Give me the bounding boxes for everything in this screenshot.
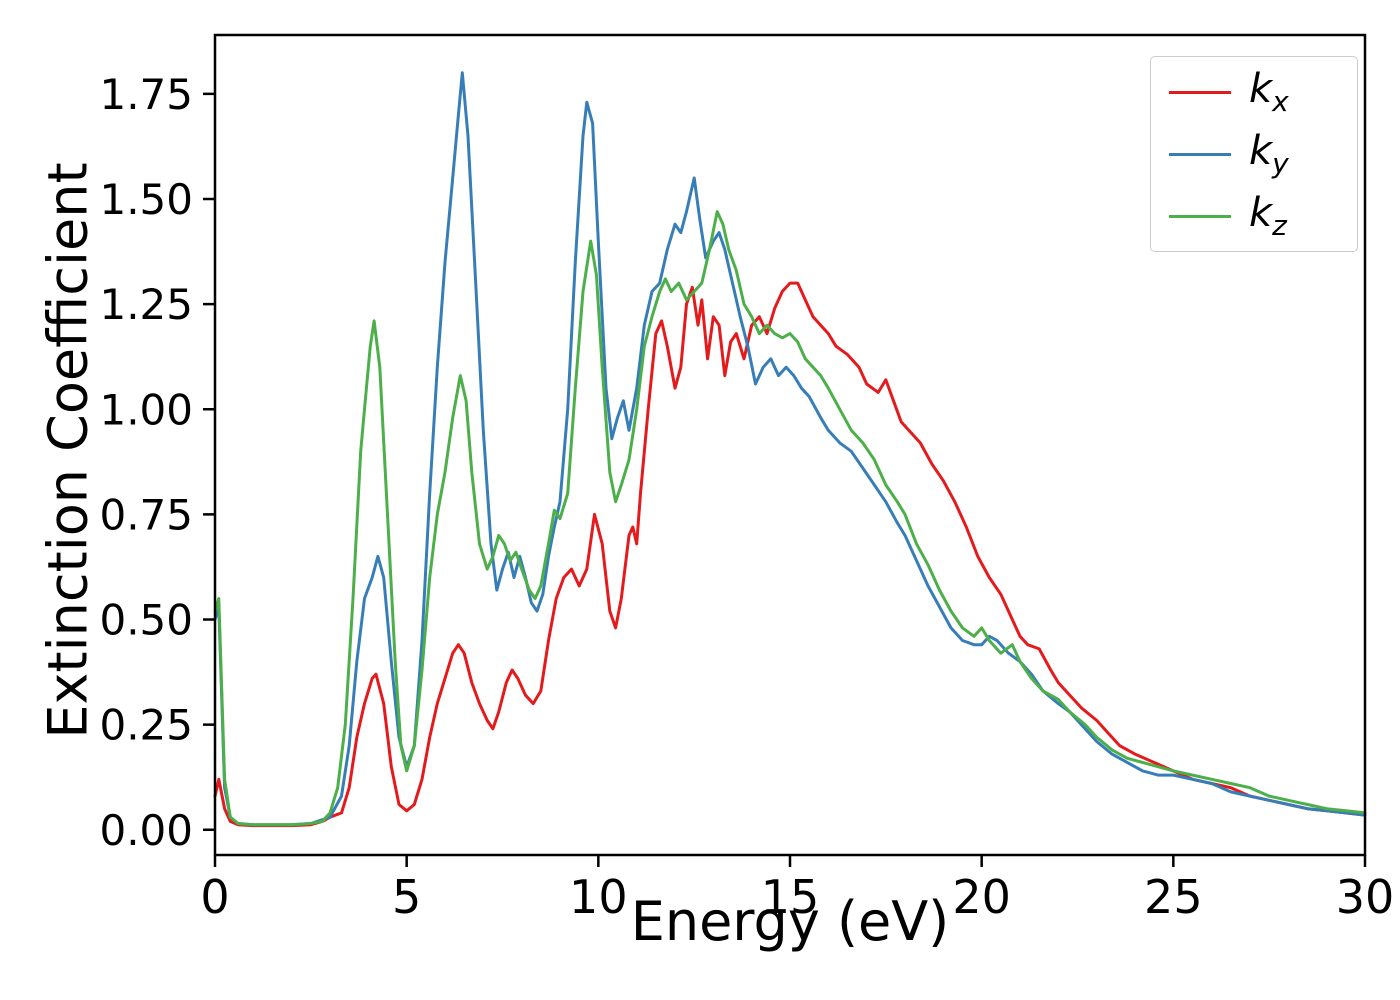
y-axis-ticks: 0.00 0.25 0.50 0.75 1.00 1.25 1.50 1.75	[99, 70, 215, 855]
x-axis-label: Energy (eV)	[630, 890, 950, 953]
legend-label-kx: kx	[1249, 65, 1289, 118]
series-line-k_x	[213, 281, 1367, 828]
x-tick-label: 20	[952, 870, 1011, 924]
y-tick-label: 1.50	[99, 175, 193, 224]
legend-line-kz	[1169, 214, 1231, 218]
legend-entry-kx: kx	[1151, 69, 1357, 116]
y-tick-label: 0.25	[99, 701, 193, 750]
series-group	[213, 71, 1367, 828]
y-tick-label: 1.00	[99, 385, 193, 434]
x-tick-label: 25	[1144, 870, 1203, 924]
x-tick-label: 30	[1336, 870, 1395, 924]
legend-line-ky	[1169, 152, 1231, 156]
series-line-k_z	[213, 210, 1367, 827]
legend: kx ky kz	[1150, 56, 1358, 252]
x-axis-ticks: 0 5 10 15 20 25 30	[200, 855, 1394, 924]
x-tick-label: 10	[569, 870, 628, 924]
legend-label-kz: kz	[1249, 189, 1287, 242]
x-tick-label: 5	[392, 870, 421, 924]
x-tick-label: 0	[200, 870, 229, 924]
y-tick-label: 1.25	[99, 280, 193, 329]
y-tick-label: 0.00	[99, 806, 193, 855]
legend-entry-kz: kz	[1151, 193, 1357, 240]
x-tick-label: 15	[761, 870, 820, 924]
y-axis-label: Extinction Coefficient	[36, 162, 100, 739]
y-tick-label: 1.75	[99, 70, 193, 119]
y-tick-label: 0.50	[99, 596, 193, 645]
y-tick-label: 0.75	[99, 490, 193, 539]
legend-entry-ky: ky	[1151, 131, 1357, 178]
legend-line-kx	[1169, 90, 1231, 94]
legend-label-ky: ky	[1249, 127, 1289, 180]
